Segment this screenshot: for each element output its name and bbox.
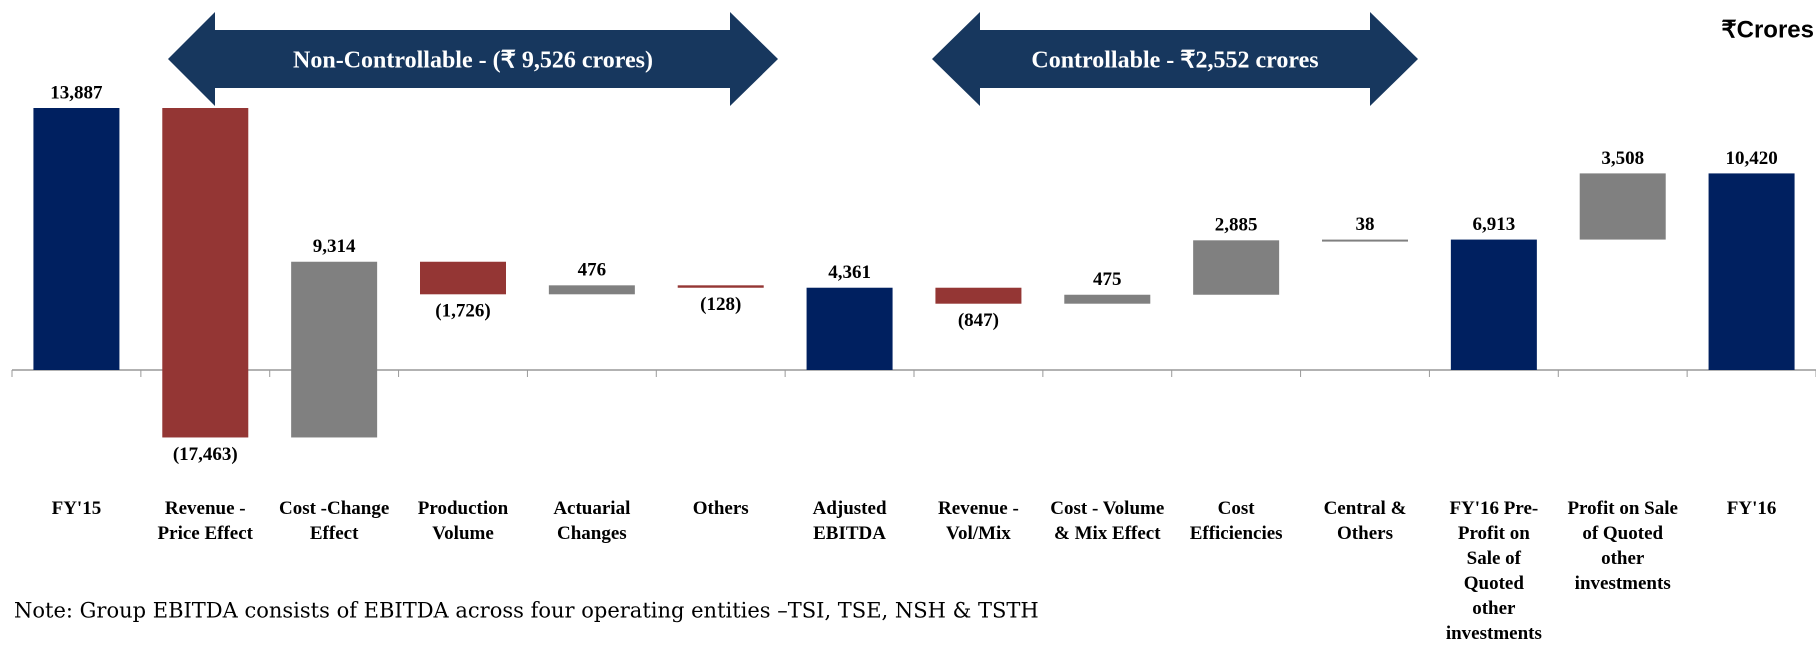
x-tick-label: FY'16 Pre-Profit on Sale of Quoted other…: [1445, 498, 1542, 644]
arrow: [932, 12, 1418, 106]
bar: [291, 261, 378, 438]
bar: [935, 287, 1022, 304]
bar: [1450, 239, 1537, 370]
bar: [1579, 173, 1666, 240]
bar: [1708, 173, 1795, 370]
value-label: 3,508: [1601, 148, 1644, 169]
bar: [33, 108, 120, 370]
annotation: Non-Controllable - (₹ 9,526 crores): [293, 48, 653, 74]
value-label: 6,913: [1472, 214, 1515, 235]
x-tick-label: Central & Others: [1323, 498, 1407, 544]
bar: [420, 261, 506, 295]
value-label: (1,726): [435, 301, 490, 322]
x-tick-label: Revenue - Vol/Mix: [938, 498, 1019, 544]
annotation: Controllable - ₹2,552 crores: [1031, 48, 1318, 74]
value-label: (17,463): [173, 444, 238, 465]
x-tick-label: Profit on Sale of Quoted other investmen…: [1567, 498, 1678, 594]
bar: [1322, 239, 1408, 242]
x-tick-label: Adjusted EBITDA: [812, 498, 887, 544]
value-label: (128): [700, 294, 741, 315]
bar: [162, 108, 249, 438]
x-tick-label: Revenue - Price Effect: [157, 498, 254, 544]
x-tick-label: Others: [692, 498, 749, 519]
bar: [806, 287, 893, 370]
x-tick-label: FY'16: [1726, 498, 1777, 519]
unit-label: ₹Crores: [1721, 16, 1814, 43]
value-label: 476: [578, 260, 607, 281]
x-tick-label: Cost - Volume & Mix Effect: [1050, 498, 1165, 544]
arrow: [168, 12, 778, 106]
value-label: 10,420: [1725, 148, 1777, 169]
x-tick-label: Actuarial Changes: [553, 498, 631, 544]
value-label: 475: [1093, 269, 1122, 290]
value-label: (847): [958, 310, 999, 331]
note: Note: Group EBITDA consists of EBITDA ac…: [14, 599, 1039, 623]
value-label: 13,887: [50, 82, 103, 103]
bar: [677, 285, 764, 288]
value-label: 4,361: [828, 262, 871, 283]
x-tick-label: Cost -Change Effect: [278, 498, 390, 544]
x-tick-label: Production Volume: [417, 498, 509, 544]
value-label: 9,314: [313, 236, 356, 257]
value-label: 2,885: [1215, 215, 1258, 236]
value-label: 38: [1356, 214, 1375, 235]
bar: [548, 285, 635, 295]
bar: [1064, 294, 1151, 304]
x-tick-label: FY'15: [51, 498, 102, 519]
bar: [1193, 240, 1280, 295]
x-tick-label: Cost Efficiencies: [1189, 498, 1283, 544]
